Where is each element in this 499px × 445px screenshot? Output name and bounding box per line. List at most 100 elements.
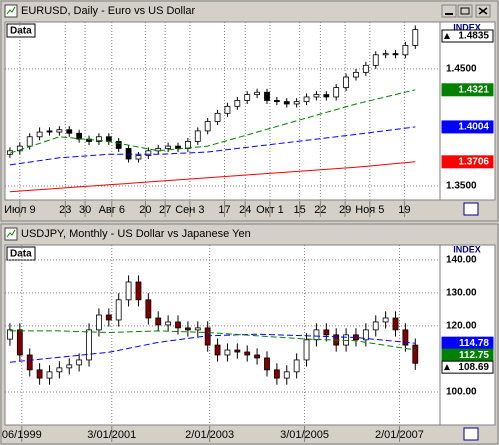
candle-body — [214, 344, 221, 356]
price-tag-label: 1.3706 — [458, 156, 489, 167]
candle-body — [105, 314, 112, 321]
chart: 1.3500 1.4500 Июл 9 23 30 Авг 6 20 27 Сен 3 17 24 О… — [4, 22, 494, 217]
window-2: USDJPY, Monthly - US Dollar vs Japanese … — [0, 223, 499, 445]
candle-body — [372, 54, 379, 66]
candle-body — [382, 317, 389, 323]
x-tick-label: Сен 3 — [175, 204, 204, 216]
candle-body — [135, 281, 142, 301]
candle-body — [26, 354, 33, 371]
candle-body — [76, 132, 83, 140]
candle-body — [293, 359, 300, 373]
window-1: EURUSD, Daily - Euro vs US Dollar Data I… — [0, 0, 499, 222]
candle-body — [76, 359, 83, 366]
price-tag-label: 1.4835 — [458, 31, 489, 42]
candle-body — [264, 91, 270, 101]
x-tick-label: 17 — [218, 204, 230, 216]
x-tick-label: 06/1999 — [2, 429, 42, 441]
candle-body — [323, 94, 330, 98]
candle-body — [204, 327, 211, 346]
close-glyph — [478, 7, 488, 15]
minimize-button[interactable] — [441, 4, 457, 18]
candle-body — [402, 45, 409, 56]
panel-label: Data — [10, 249, 32, 260]
candle-body — [353, 71, 359, 78]
candle-body — [175, 321, 181, 329]
window-title: USDJPY, Monthly - US Dollar vs Japanese … — [21, 228, 251, 240]
candle-body — [303, 339, 310, 361]
candle-body — [96, 314, 102, 331]
time-axis — [5, 201, 495, 218]
x-tick-label: 23 — [59, 204, 71, 216]
title-bar — [3, 226, 496, 242]
window-icon-glyph — [6, 229, 16, 238]
candle-body — [264, 357, 270, 371]
price-axis — [439, 244, 496, 426]
candle-body — [145, 150, 152, 156]
candle-body — [313, 94, 320, 98]
axis-button[interactable] — [463, 202, 479, 216]
x-tick-label: 2/01/2003 — [185, 429, 234, 441]
price-tag — [441, 155, 494, 169]
maximize-glyph — [460, 7, 470, 15]
x-tick-label: 3/01/2001 — [87, 429, 136, 441]
candle-body — [224, 349, 231, 356]
plot-area — [4, 244, 441, 426]
candle-body — [155, 317, 162, 326]
moving-average-line — [9, 126, 416, 166]
candle-body — [412, 344, 419, 364]
candle-body — [86, 329, 92, 361]
moving-average-line — [9, 330, 416, 351]
moving-average-line — [9, 333, 416, 363]
price-tag-arrow — [444, 33, 450, 39]
candle-body — [7, 329, 13, 340]
candle-body — [244, 94, 251, 101]
candle-body — [26, 136, 33, 147]
candle-body — [96, 136, 102, 142]
candle-body — [283, 371, 290, 379]
price-tag — [441, 83, 494, 97]
candle-body — [115, 299, 122, 321]
price-tag-label: 1.4004 — [458, 122, 489, 133]
maximize-button[interactable] — [457, 4, 473, 18]
candle-body — [36, 131, 43, 138]
candle-body — [293, 101, 300, 105]
price-axis — [439, 21, 496, 201]
moving-average-line — [9, 161, 416, 193]
price-tag-label: 114.78 — [459, 338, 489, 349]
candle-body — [115, 141, 122, 149]
price-tag-label: 108.69 — [458, 362, 489, 373]
candle-body — [224, 105, 231, 114]
panel-label: Data — [10, 26, 32, 37]
window-title: EURUSD, Daily - Euro vs US Dollar — [21, 5, 196, 17]
candle-body — [392, 317, 399, 331]
moving-average-line — [9, 89, 416, 154]
y-tick-label: 1.4500 — [446, 63, 477, 74]
data-label-box — [6, 23, 36, 38]
time-axis — [5, 426, 495, 443]
title-bar — [3, 3, 496, 19]
price-tag-label: 1.4321 — [458, 84, 489, 95]
candle-body — [254, 91, 261, 96]
x-tick-label: 3/01/2005 — [280, 429, 329, 441]
candle-body — [382, 53, 389, 56]
candle-body — [16, 329, 23, 356]
candle-body — [194, 130, 201, 142]
candle-body — [46, 371, 53, 379]
price-tag — [441, 360, 494, 374]
y-tick-label: 100.00 — [446, 387, 477, 398]
x-tick-label: Окт 1 — [256, 204, 284, 216]
candle-body — [184, 327, 191, 331]
candle-body — [66, 129, 73, 134]
candle-body — [273, 369, 280, 379]
candle-body — [412, 29, 419, 46]
candle-body — [362, 64, 369, 73]
axis-button[interactable] — [463, 427, 479, 441]
candle-body — [244, 351, 251, 356]
candle-body — [392, 53, 399, 56]
candle-body — [343, 76, 349, 88]
x-tick-label: 19 — [398, 204, 410, 216]
candle-body — [16, 145, 23, 152]
candle-body — [204, 121, 211, 132]
